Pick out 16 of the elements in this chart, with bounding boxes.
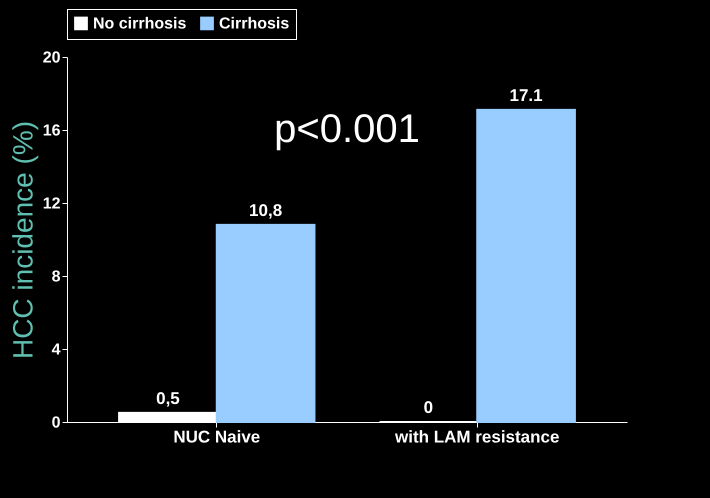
legend-label: No cirrhosis [93,15,186,32]
y-tick-label: 20 [42,50,61,66]
x-tick-label: with LAM resistance [394,428,560,446]
y-tick-label: 0 [52,414,61,432]
y-tick-label: 12 [42,196,61,212]
y-axis-title: HCC incidence (%) [8,120,39,360]
data-label: 0,5 [156,388,180,408]
annotation: p<0.001 [274,107,420,151]
y-tick-label: 16 [42,122,61,140]
y-tick-label: 4 [52,342,61,358]
data-label: 10,8 [249,200,282,220]
data-label: 17.1 [510,86,543,105]
data-label: 0 [424,398,434,417]
x-tick-label: NUC Naive [173,428,260,446]
legend-label: Cirrhosis [219,15,290,32]
y-tick-label: 8 [52,268,61,286]
